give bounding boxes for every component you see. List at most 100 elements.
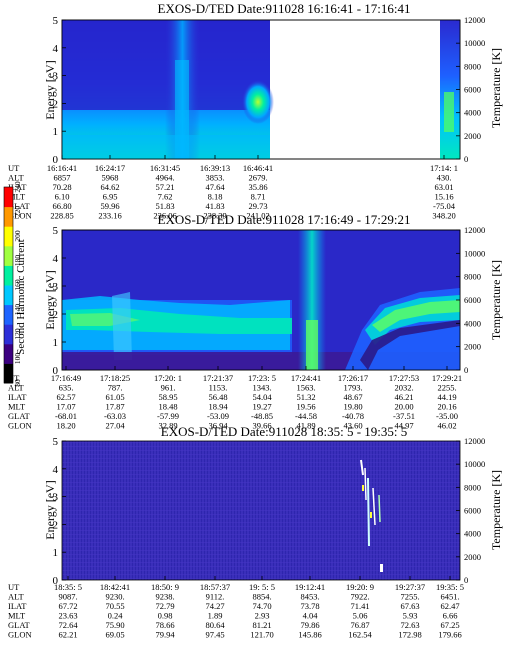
table-cell: 97.45: [205, 630, 224, 640]
y2-tick-label: 0: [464, 575, 468, 585]
colorbar-tick-label: 240: [13, 181, 22, 193]
table-cell: 1153.: [209, 383, 228, 393]
table-cell: 18.20: [56, 421, 75, 431]
table-cell: 70.28: [52, 182, 71, 192]
table-cell: -57.99: [157, 411, 179, 421]
table-cell: 6.66: [443, 611, 458, 621]
y2-tick-label: 10000: [464, 248, 485, 258]
table-row-label: MLT: [8, 611, 26, 621]
table-cell: 18.94: [208, 402, 228, 412]
table-cell: 9230.: [105, 592, 124, 602]
table-row-label: UT: [8, 163, 20, 173]
table-cell: 61.05: [105, 392, 124, 402]
y2-tick-label: 2000: [464, 131, 481, 141]
table-cell: 79.94: [155, 630, 175, 640]
table-row-label: ALT: [8, 592, 25, 602]
table-cell: 72.64: [58, 620, 78, 630]
colorbar-tick-label: 220: [13, 206, 22, 218]
table-cell: 17:24:41: [291, 373, 321, 383]
table-cell: 236.06: [153, 211, 176, 221]
colorbar-swatch: [4, 363, 13, 384]
table-cell: -44.58: [295, 411, 317, 421]
table-cell: 74.70: [252, 601, 271, 611]
table-cell: 17.07: [56, 402, 75, 412]
table-cell: 78.66: [155, 620, 174, 630]
y2-tick-label: 10000: [464, 38, 485, 48]
table-row-label: ILAT: [8, 392, 27, 402]
table-cell: 8854.: [252, 592, 271, 602]
table-cell: 20.00: [394, 402, 413, 412]
y-tick-label: 2: [53, 519, 59, 531]
table-cell: 41.83: [205, 201, 224, 211]
table-cell: 8.18: [208, 192, 223, 202]
table-cell: 7255.: [400, 592, 419, 602]
table-cell: 72.63: [400, 620, 419, 630]
table-cell: -53.09: [207, 411, 229, 421]
table-cell: 233.16: [98, 211, 121, 221]
table-cell: 72.79: [155, 601, 174, 611]
table-cell: 6.10: [55, 192, 70, 202]
table-cell: 59.96: [100, 201, 119, 211]
table-cell: 2032.: [394, 383, 413, 393]
table-cell: 81.21: [252, 620, 271, 630]
colorbar-tick-label: 160: [13, 279, 22, 291]
table-row-label: GLAT: [8, 411, 31, 421]
table-cell: 16:16:41: [47, 163, 77, 173]
table-cell: 17:29:21: [432, 373, 462, 383]
table-cell: 74.27: [205, 601, 224, 611]
table-row-label: MLT: [8, 402, 26, 412]
table-cell: 18:42:41: [100, 582, 130, 592]
table-cell: 2679.: [248, 173, 267, 183]
table-row-label: GLAT: [8, 620, 31, 630]
y-tick-label: 0: [53, 365, 59, 377]
table-cell: 19:12:41: [295, 582, 325, 592]
colorbar: 80 100 120 140 160 180 200 220 240 Second Harmon…: [3, 181, 27, 387]
table-cell: 29.73: [248, 201, 267, 211]
panel3-ylabel: Energy [eV]: [43, 480, 57, 539]
table-cell: 4.04: [303, 611, 319, 621]
table-cell: 62.47: [440, 601, 459, 611]
table-cell: 19.56: [296, 402, 315, 412]
table-cell: 69.05: [105, 630, 124, 640]
y2-tick-label: 6000: [464, 295, 481, 305]
table-cell: 16:24:17: [95, 163, 125, 173]
table-cell: 17:26:17: [338, 373, 368, 383]
y2-tick-label: 12000: [464, 15, 485, 25]
y2-tick-label: 4000: [464, 318, 481, 328]
table-cell: 1563.: [296, 383, 315, 393]
table-row-label: GLON: [8, 421, 32, 431]
table-cell: -75.04: [433, 201, 456, 211]
panel2-ylabel: Energy [eV]: [43, 270, 57, 329]
y-tick-label: 3: [53, 281, 59, 293]
table-cell: 2255.: [437, 383, 456, 393]
colorbar-tick-label: 200: [13, 230, 22, 242]
table-cell: 430.: [437, 173, 452, 183]
table-cell: 54.04: [252, 392, 272, 402]
table-cell: 35.86: [248, 182, 267, 192]
table-cell: 3853.: [205, 173, 224, 183]
panel1-ylabel: Energy [eV]: [43, 60, 57, 119]
y2-tick-label: 12000: [464, 436, 485, 446]
panel2-y2label: Temperature [K]: [489, 260, 503, 340]
table-cell: 46.02: [437, 421, 456, 431]
table-cell: 19.80: [343, 402, 362, 412]
table-cell: 1.89: [208, 611, 223, 621]
table-cell: 23.63: [58, 611, 77, 621]
colorbar-tick-label: 180: [13, 255, 22, 267]
table-cell: 47.64: [205, 182, 225, 192]
y-tick-label: 5: [53, 225, 59, 237]
y-tick-label: 2: [53, 98, 59, 110]
y2-tick-label: 2000: [464, 552, 481, 562]
table-cell: 44.97: [394, 421, 413, 431]
table-row-label: GLAT: [8, 201, 31, 211]
table-cell: 51.83: [155, 201, 174, 211]
colorbar-swatch: [4, 226, 13, 247]
y-tick-label: 1: [53, 547, 59, 559]
table-row-label: GLON: [8, 211, 32, 221]
table-cell: 5.06: [353, 611, 368, 621]
table-cell: 15.16: [434, 192, 453, 202]
table-cell: 2.93: [255, 611, 270, 621]
table-cell: 41.89: [296, 421, 315, 431]
table-cell: 27.04: [105, 421, 125, 431]
